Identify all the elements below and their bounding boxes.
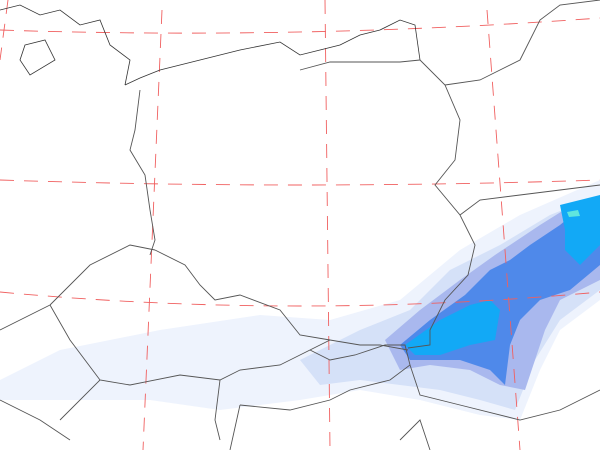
germany-border xyxy=(0,304,431,450)
precip-level-5 xyxy=(405,300,500,355)
precip-level-6 xyxy=(567,210,580,217)
danish-coast xyxy=(0,4,131,86)
poland-east-border xyxy=(407,59,476,349)
ukraine-border xyxy=(409,184,600,421)
precipitation-layer xyxy=(0,180,600,420)
poland-south-border xyxy=(154,249,409,351)
lithuania-border xyxy=(299,0,600,86)
baltic-coast xyxy=(124,19,421,86)
poland-west-border xyxy=(129,89,156,256)
czech-border xyxy=(49,244,331,386)
